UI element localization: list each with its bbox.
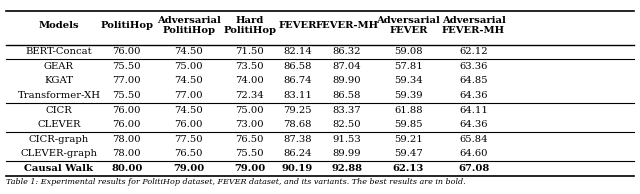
Text: 82.14: 82.14 bbox=[283, 47, 312, 56]
Text: 61.88: 61.88 bbox=[394, 106, 422, 115]
Text: FEVER: FEVER bbox=[278, 21, 317, 30]
Text: 78.00: 78.00 bbox=[113, 149, 141, 158]
Text: 67.08: 67.08 bbox=[458, 164, 489, 173]
Text: Adversarial
FEVER-MH: Adversarial FEVER-MH bbox=[442, 16, 506, 35]
Text: 59.08: 59.08 bbox=[394, 47, 422, 56]
Text: 83.37: 83.37 bbox=[333, 106, 361, 115]
Text: 62.12: 62.12 bbox=[460, 47, 488, 56]
Text: 86.24: 86.24 bbox=[284, 149, 312, 158]
Text: CICR-graph: CICR-graph bbox=[29, 135, 89, 144]
Text: 76.00: 76.00 bbox=[175, 120, 203, 129]
Text: 78.68: 78.68 bbox=[284, 120, 312, 129]
Text: 91.53: 91.53 bbox=[333, 135, 361, 144]
Text: Adversarial
FEVER: Adversarial FEVER bbox=[376, 16, 440, 35]
Text: 82.50: 82.50 bbox=[333, 120, 361, 129]
Text: 79.00: 79.00 bbox=[173, 164, 204, 173]
Text: KGAT: KGAT bbox=[44, 76, 74, 86]
Text: CLEVER: CLEVER bbox=[37, 120, 81, 129]
Text: 76.00: 76.00 bbox=[113, 120, 141, 129]
Text: FEVER-MH: FEVER-MH bbox=[316, 21, 378, 30]
Text: 76.00: 76.00 bbox=[113, 106, 141, 115]
Text: 64.36: 64.36 bbox=[460, 120, 488, 129]
Text: 76.50: 76.50 bbox=[236, 135, 264, 144]
Text: 77.00: 77.00 bbox=[175, 91, 203, 100]
Text: Causal Walk: Causal Walk bbox=[24, 164, 93, 173]
Text: 90.19: 90.19 bbox=[282, 164, 313, 173]
Text: 76.50: 76.50 bbox=[175, 149, 203, 158]
Text: 59.85: 59.85 bbox=[394, 120, 422, 129]
Text: GEAR: GEAR bbox=[44, 62, 74, 71]
Text: 78.00: 78.00 bbox=[113, 135, 141, 144]
Text: 65.84: 65.84 bbox=[460, 135, 488, 144]
Text: 92.88: 92.88 bbox=[332, 164, 362, 173]
Text: 86.58: 86.58 bbox=[284, 62, 312, 71]
Text: 74.50: 74.50 bbox=[175, 106, 203, 115]
Text: 89.90: 89.90 bbox=[333, 76, 361, 86]
Text: 79.25: 79.25 bbox=[284, 106, 312, 115]
Text: 74.50: 74.50 bbox=[175, 47, 203, 56]
Text: 77.00: 77.00 bbox=[113, 76, 141, 86]
Text: Models: Models bbox=[38, 21, 79, 30]
Text: 89.99: 89.99 bbox=[333, 149, 361, 158]
Text: 86.32: 86.32 bbox=[333, 47, 361, 56]
Text: 64.85: 64.85 bbox=[460, 76, 488, 86]
Text: 72.34: 72.34 bbox=[236, 91, 264, 100]
Text: 75.50: 75.50 bbox=[113, 62, 141, 71]
Text: 75.00: 75.00 bbox=[236, 106, 264, 115]
Text: 87.04: 87.04 bbox=[333, 62, 361, 71]
Text: CLEVER-graph: CLEVER-graph bbox=[20, 149, 97, 158]
Text: Transformer-XH: Transformer-XH bbox=[17, 91, 100, 100]
Text: 77.50: 77.50 bbox=[175, 135, 203, 144]
Text: 76.00: 76.00 bbox=[113, 47, 141, 56]
Text: Adversarial
PolitiHop: Adversarial PolitiHop bbox=[157, 16, 221, 35]
Text: 59.34: 59.34 bbox=[394, 76, 422, 86]
Text: Hard
PolitiHop: Hard PolitiHop bbox=[223, 16, 276, 35]
Text: PolitiHop: PolitiHop bbox=[100, 21, 153, 30]
Text: 59.39: 59.39 bbox=[394, 91, 422, 100]
Text: 87.38: 87.38 bbox=[284, 135, 312, 144]
Text: 74.00: 74.00 bbox=[236, 76, 264, 86]
Text: 75.00: 75.00 bbox=[175, 62, 203, 71]
Text: 59.47: 59.47 bbox=[394, 149, 422, 158]
Text: CICR: CICR bbox=[45, 106, 72, 115]
Text: BERT-Concat: BERT-Concat bbox=[26, 47, 92, 56]
Text: 64.36: 64.36 bbox=[460, 91, 488, 100]
Text: 83.11: 83.11 bbox=[283, 91, 312, 100]
Text: 62.13: 62.13 bbox=[392, 164, 424, 173]
Text: Table 1: Experimental results for PolitiHop dataset, FEVER dataset, and its vari: Table 1: Experimental results for Politi… bbox=[6, 178, 466, 186]
Text: 79.00: 79.00 bbox=[234, 164, 265, 173]
Text: 71.50: 71.50 bbox=[236, 47, 264, 56]
Text: 80.00: 80.00 bbox=[111, 164, 143, 173]
Text: 64.60: 64.60 bbox=[460, 149, 488, 158]
Text: 73.50: 73.50 bbox=[236, 62, 264, 71]
Text: 86.74: 86.74 bbox=[284, 76, 312, 86]
Text: 86.58: 86.58 bbox=[333, 91, 361, 100]
Text: 64.11: 64.11 bbox=[459, 106, 488, 115]
Text: 75.50: 75.50 bbox=[236, 149, 264, 158]
Text: 57.81: 57.81 bbox=[394, 62, 422, 71]
Text: 73.00: 73.00 bbox=[236, 120, 264, 129]
Text: 75.50: 75.50 bbox=[113, 91, 141, 100]
Text: 63.36: 63.36 bbox=[460, 62, 488, 71]
Text: 59.21: 59.21 bbox=[394, 135, 422, 144]
Text: 74.50: 74.50 bbox=[175, 76, 203, 86]
